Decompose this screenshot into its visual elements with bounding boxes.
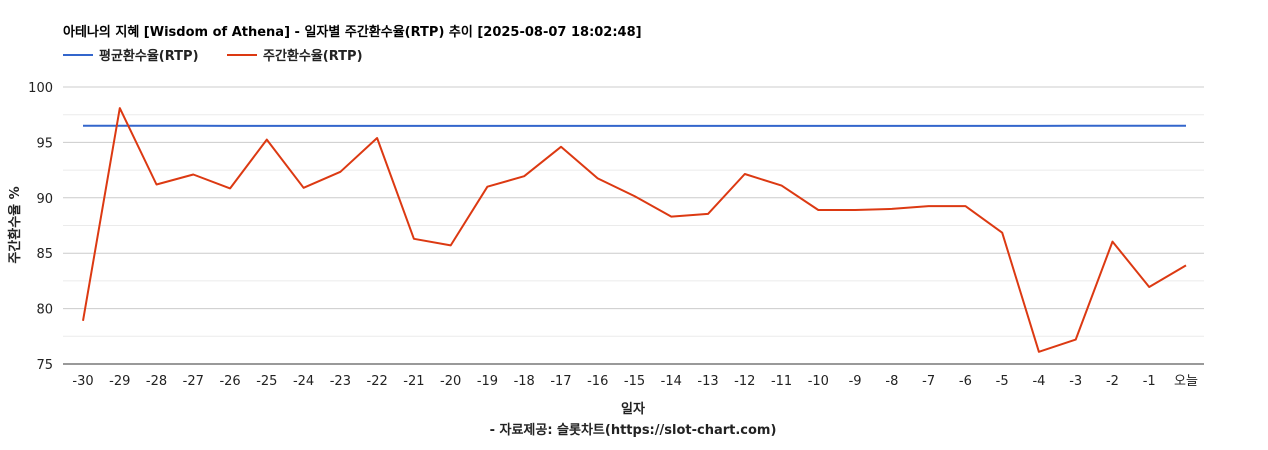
x-tick-label: -10 xyxy=(808,374,829,389)
x-tick-label: -22 xyxy=(367,374,388,389)
legend-label-average-rtp: 평균환수율(RTP) xyxy=(99,48,199,64)
x-tick-label: -24 xyxy=(293,374,314,389)
x-tick-label: -3 xyxy=(1069,374,1082,389)
legend-item-average-rtp[interactable]: 평균환수율(RTP) xyxy=(63,48,199,64)
x-tick-label: -2 xyxy=(1106,374,1119,389)
y-tick-label: 95 xyxy=(36,136,53,151)
x-tick-label: -15 xyxy=(624,374,645,389)
x-tick-label: -17 xyxy=(550,374,571,389)
x-axis-title: 일자 xyxy=(621,402,645,417)
y-axis-title: 주간환수율 % xyxy=(7,186,23,263)
series-lines xyxy=(82,107,1187,353)
x-tick-label: -13 xyxy=(697,374,718,389)
legend-item-weekly-rtp[interactable]: 주간환수율(RTP) xyxy=(227,48,363,64)
y-tick-label: 80 xyxy=(36,303,53,318)
source-credit: - 자료제공: 슬롯차트(https://slot-chart.com) xyxy=(490,422,777,438)
y-tick-label: 100 xyxy=(28,81,53,96)
x-tick-label: 오늘 xyxy=(1174,374,1198,389)
series-line-weekly-rtp[interactable] xyxy=(82,107,1187,353)
x-tick-label: -1 xyxy=(1143,374,1156,389)
x-tick-label: -21 xyxy=(403,374,424,389)
x-tick-label: -4 xyxy=(1032,374,1045,389)
legend-label-weekly-rtp: 주간환수율(RTP) xyxy=(263,48,363,64)
chart-title: 아테나의 지혜 [Wisdom of Athena] - 일자별 주간환수율(R… xyxy=(63,24,642,40)
x-tick-label: -7 xyxy=(922,374,935,389)
y-tick-label: 90 xyxy=(36,192,53,207)
x-tick-label: -18 xyxy=(514,374,535,389)
gridlines xyxy=(63,86,1204,365)
x-tick-label: -11 xyxy=(771,374,792,389)
x-tick-label: -28 xyxy=(146,374,167,389)
x-tick-label: -16 xyxy=(587,374,608,389)
y-tick-label: 75 xyxy=(36,358,53,373)
x-tick-label: -19 xyxy=(477,374,498,389)
x-tick-label: -9 xyxy=(849,374,862,389)
y-axis-ticks: 75 80 85 90 95 100 xyxy=(28,81,53,373)
x-axis-ticks: -30 -29 -28 -27 -26 -25 -24 -23 -22 -21 -20 -19 -18-… xyxy=(72,374,1198,389)
x-tick-label: -23 xyxy=(330,374,351,389)
x-tick-label: -6 xyxy=(959,374,972,389)
y-tick-label: 85 xyxy=(36,247,53,262)
x-tick-label: -25 xyxy=(256,374,277,389)
x-tick-label: -29 xyxy=(109,374,130,389)
x-tick-label: -12 xyxy=(734,374,755,389)
x-tick-label: -14 xyxy=(661,374,682,389)
x-tick-label: -30 xyxy=(72,374,93,389)
legend: 평균환수율(RTP) 주간환수율(RTP) xyxy=(63,48,363,64)
x-tick-label: -8 xyxy=(885,374,898,389)
x-tick-label: -20 xyxy=(440,374,461,389)
x-tick-label: -27 xyxy=(183,374,204,389)
x-tick-label: -26 xyxy=(219,374,240,389)
x-tick-label: -5 xyxy=(996,374,1009,389)
